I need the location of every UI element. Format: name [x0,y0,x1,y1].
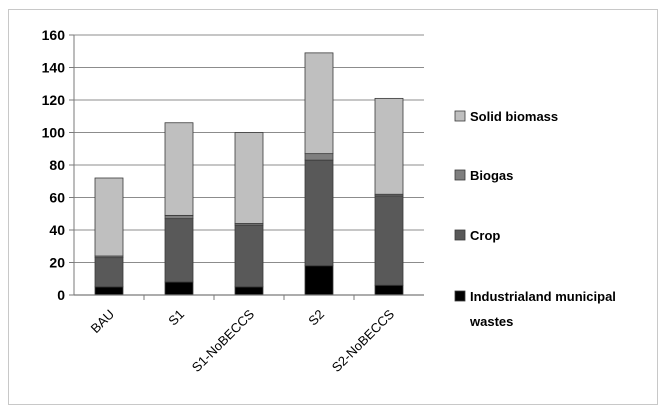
bar-s2-nobeccs-industrial-and-municipal-wastes [374,284,404,296]
bar-s2-crop [304,159,334,267]
x-tick-label-s2-nobeccs: S2-NoBECCS [329,306,398,375]
bar-s2-nobeccs-crop [374,195,404,286]
bar-s1-crop [164,218,194,283]
legend-label-industrial-and-municipal-wastes-line-1: Industrialand municipal [470,289,616,304]
legend-swatch-solid-biomass [454,110,466,122]
legend-label-biogas: Biogas [470,168,513,183]
bar-s2-nobeccs-solid-biomass [374,97,404,195]
y-tick-label-20: 20 [49,255,65,271]
bar-s2-biogas [304,153,334,161]
legend: Solid biomass Biogas Crop Industrialand mun… [454,109,616,329]
legend-label-industrial-and-municipal-wastes-line-2: wastes [469,314,513,329]
bar-s1-nobeccs-crop [234,224,264,288]
bar-s1-nobeccs-industrial-and-municipal-wastes [234,286,264,296]
y-tick-label-60: 60 [49,190,65,206]
legend-swatch-industrial-and-municipal-wastes [454,290,466,302]
bar-s2-solid-biomass [304,52,334,155]
y-tick-label-140: 140 [42,60,66,76]
legend-swatch-biogas [454,169,466,181]
y-tick-label-40: 40 [49,222,65,238]
bar-bau-industrial-and-municipal-wastes [94,286,124,296]
legend-label-crop: Crop [470,228,500,243]
x-tick-label-s1-nobeccs: S1-NoBECCS [189,306,258,375]
y-tick-labels: 0 20 40 60 80 100 120 140 160 [42,27,74,303]
x-tick-label-s1: S1 [165,307,187,329]
x-tick-label-bau: BAU [88,307,118,337]
y-tick-label-160: 160 [42,27,66,43]
y-tick-label-0: 0 [57,287,65,303]
y-tick-label-80: 80 [49,157,65,173]
bar-s1-industrial-and-municipal-wastes [164,281,194,296]
legend-swatch-crop [454,229,466,241]
bar-s2-industrial-and-municipal-wastes [304,265,334,296]
y-tick-label-120: 120 [42,92,66,108]
bar-s1-biogas [164,214,194,220]
bar-s1-nobeccs-solid-biomass [234,132,264,224]
x-tick-labels: BAU S1 S1-NoBECCS S2 S2-NoBECCS [88,295,398,375]
bar-s1-solid-biomass [164,122,194,216]
x-tick-label-s2: S2 [305,307,327,329]
legend-label-solid-biomass: Solid biomass [470,109,558,124]
bar-bau-solid-biomass [94,177,124,257]
bar-bau-crop [94,257,124,288]
bars [94,52,404,296]
y-tick-label-100: 100 [42,125,66,141]
